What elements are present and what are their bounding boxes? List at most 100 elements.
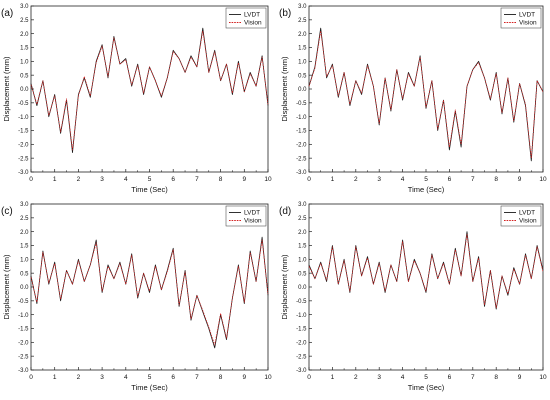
x-tick-label: 6 xyxy=(448,176,452,183)
y-tick-label: 2.0 xyxy=(298,230,307,236)
panel-label: (d) xyxy=(279,206,291,217)
y-tick-label: -2.5 xyxy=(18,354,29,360)
x-tick-label: 3 xyxy=(377,374,381,381)
y-tick-label: -1.5 xyxy=(18,129,29,135)
plot-frame xyxy=(30,203,269,371)
x-tick-label: 0 xyxy=(307,374,311,381)
x-tick-label: 6 xyxy=(171,374,175,381)
plot-frame xyxy=(308,203,544,371)
chart-panel-3: 0 1 2 3 4 5 6 7 8 9 10 -3.0 -2.5 -2.0 -1.5 -1.0 -0.5 0.0 0… xyxy=(1,202,272,392)
x-tick-label: 3 xyxy=(377,176,381,183)
series-line-lvdt xyxy=(308,27,544,162)
series-line-vision xyxy=(308,234,544,309)
series-line-lvdt xyxy=(308,231,544,310)
y-tick-label: 0.5 xyxy=(298,73,307,79)
x-tick-label: 5 xyxy=(148,374,152,381)
x-tick-label: 1 xyxy=(331,374,335,381)
y-axis-label: Displacement (mm) xyxy=(2,254,11,320)
x-tick-label: 5 xyxy=(424,176,428,183)
y-tick-label: -1.5 xyxy=(18,327,29,333)
y-tick-label: -2.0 xyxy=(296,143,307,149)
y-tick-label: -2.0 xyxy=(18,143,29,149)
x-tick-label: 8 xyxy=(219,374,223,381)
x-tick-label: 6 xyxy=(448,374,452,381)
y-tick-label: -2.0 xyxy=(18,341,29,347)
x-tick-label: 7 xyxy=(471,176,475,183)
x-tick-label: 2 xyxy=(77,374,81,381)
y-tick-label: -0.5 xyxy=(18,101,29,107)
y-tick-label: 0.5 xyxy=(20,271,29,277)
legend-label-lvdt: LVDT xyxy=(244,210,260,217)
y-tick-label: -3.0 xyxy=(18,368,29,374)
x-tick-label: 10 xyxy=(264,176,272,183)
y-tick-label: 0.0 xyxy=(298,285,307,291)
y-tick-label: -1.0 xyxy=(296,115,307,121)
x-tick-label: 9 xyxy=(518,374,522,381)
y-tick-label: -2.5 xyxy=(296,156,307,162)
y-tick-label: -2.5 xyxy=(296,354,307,360)
y-tick-label: 1.0 xyxy=(20,60,29,66)
legend-box xyxy=(225,205,267,227)
legend-box xyxy=(500,7,542,29)
y-tick-label: -1.0 xyxy=(18,115,29,121)
y-tick-label: 2.0 xyxy=(20,32,29,38)
y-tick-label: 1.5 xyxy=(20,244,29,250)
legend-label-vision: Vision xyxy=(244,218,262,225)
y-tick-label: 2.5 xyxy=(298,18,307,24)
x-tick-label: 4 xyxy=(124,374,128,381)
y-tick-label: -3.0 xyxy=(296,368,307,374)
legend-label-lvdt: LVDT xyxy=(244,12,260,19)
y-tick-label: -1.5 xyxy=(296,129,307,135)
x-tick-label: 4 xyxy=(401,176,405,183)
chart-panel-2: 0 1 2 3 4 5 6 7 8 9 10 -3.0 -2.5 -2.0 -1.5 -1.0 -0.5 0.0 0… xyxy=(279,4,547,194)
x-axis-label: Time (Sec) xyxy=(408,383,445,392)
x-axis-label: Time (Sec) xyxy=(131,383,168,392)
x-tick-label: 2 xyxy=(354,176,358,183)
panel-label: (b) xyxy=(279,8,291,19)
x-tick-label: 8 xyxy=(494,176,498,183)
chart-panel-4: 0 1 2 3 4 5 6 7 8 9 10 -3.0 -2.5 -2.0 -1.5 -1.0 -0.5 0.0 0… xyxy=(279,202,547,392)
series-line-lvdt xyxy=(30,236,269,349)
y-tick-label: 2.0 xyxy=(298,32,307,38)
series-line-vision xyxy=(30,30,269,151)
x-tick-label: 5 xyxy=(424,374,428,381)
x-tick-label: 1 xyxy=(53,176,57,183)
x-axis-label: Time (Sec) xyxy=(408,185,445,194)
y-tick-label: 3.0 xyxy=(298,202,307,208)
y-tick-label: -0.5 xyxy=(296,101,307,107)
y-tick-label: -2.5 xyxy=(18,156,29,162)
x-tick-label: 5 xyxy=(148,176,152,183)
y-tick-label: 1.5 xyxy=(298,46,307,52)
x-tick-label: 2 xyxy=(77,176,81,183)
x-tick-label: 0 xyxy=(29,176,33,183)
legend-label-lvdt: LVDT xyxy=(519,210,535,217)
x-tick-label: 8 xyxy=(219,176,223,183)
series-line-lvdt xyxy=(30,27,269,154)
x-tick-label: 3 xyxy=(100,176,104,183)
y-tick-label: -3.0 xyxy=(18,170,29,176)
plot-frame xyxy=(30,5,269,173)
x-tick-label: 7 xyxy=(195,374,199,381)
y-tick-label: 0.0 xyxy=(20,285,29,291)
y-axis-label: Displacement (mm) xyxy=(280,56,289,122)
y-tick-label: 1.5 xyxy=(20,46,29,52)
legend-box xyxy=(225,7,267,29)
panel-label: (a) xyxy=(1,8,13,19)
y-axis-label: Displacement (mm) xyxy=(280,254,289,320)
legend-label-vision: Vision xyxy=(519,218,537,225)
legend-label-lvdt: LVDT xyxy=(519,12,535,19)
x-tick-label: 10 xyxy=(264,374,272,381)
series-line-vision xyxy=(308,30,544,159)
y-tick-label: -0.5 xyxy=(296,299,307,305)
chart-panel-1: 0 1 2 3 4 5 6 7 8 9 10 -3.0 -2.5 -2.0 -1.5 -1.0 -0.5 0.0 0… xyxy=(1,4,272,194)
x-tick-label: 9 xyxy=(518,176,522,183)
y-tick-label: -1.5 xyxy=(296,327,307,333)
x-tick-label: 3 xyxy=(100,374,104,381)
y-tick-label: 0.0 xyxy=(20,87,29,93)
x-tick-label: 1 xyxy=(53,374,57,381)
legend-box xyxy=(500,205,542,227)
